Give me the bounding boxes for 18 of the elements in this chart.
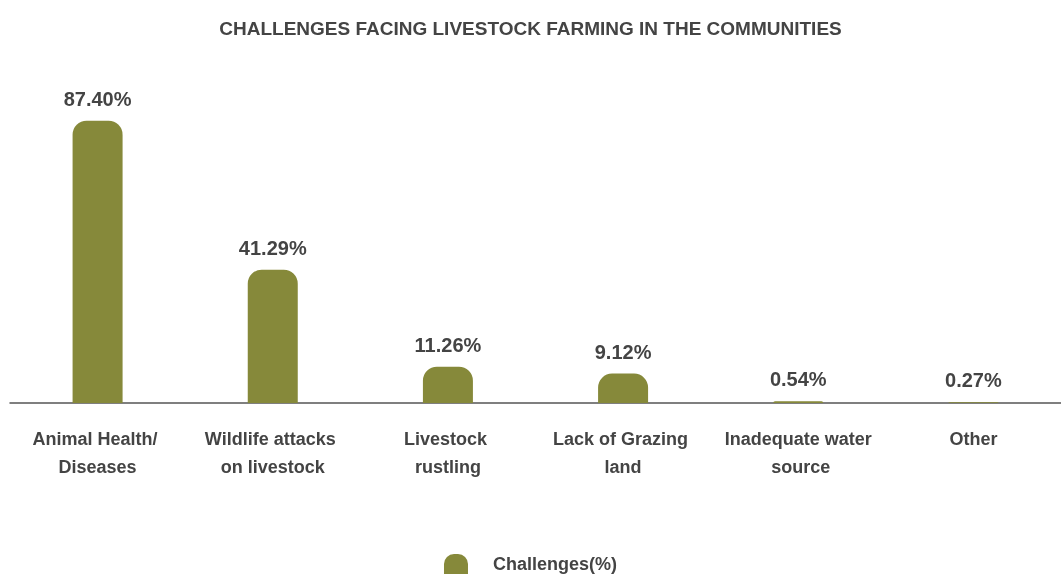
bar xyxy=(72,120,123,403)
x-tick-label: Inadequate water source xyxy=(724,429,872,477)
data-label: 0.27% xyxy=(945,369,1002,392)
bar xyxy=(247,269,298,403)
data-label: 87.40% xyxy=(63,87,132,110)
data-label: 11.26% xyxy=(414,333,482,356)
data-label: 41.29% xyxy=(238,236,307,259)
data-label: 9.12% xyxy=(594,340,652,363)
bar xyxy=(422,366,473,403)
x-tick-label: Animal Health/ Diseases xyxy=(32,429,163,477)
chart-title: CHALLENGES FACING LIVESTOCK FARMING IN THE COMMUNITIES xyxy=(219,18,842,39)
legend-label: Challenges(%) xyxy=(492,554,618,574)
x-tick-label: Other xyxy=(949,429,998,449)
x-tick-label: Wildlife attacks on livestock xyxy=(204,429,341,477)
data-label: 0.54% xyxy=(769,368,827,391)
bar xyxy=(598,373,649,403)
x-tick-label: Lack of Grazing land xyxy=(553,429,694,477)
x-tick-label: Livestock rustling xyxy=(403,429,492,477)
